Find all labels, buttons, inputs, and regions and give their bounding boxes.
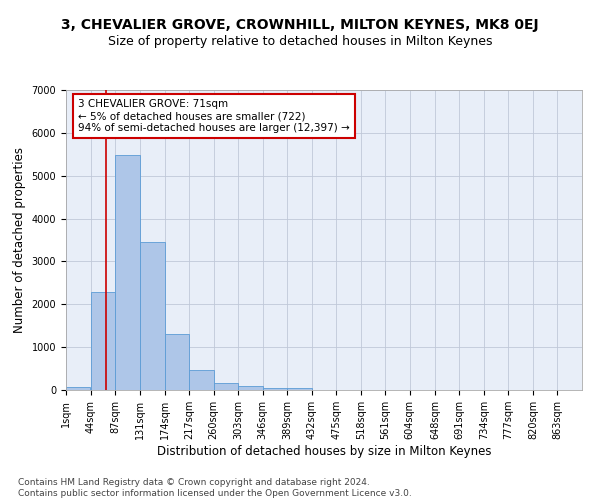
Bar xyxy=(189,370,214,390)
Bar xyxy=(165,334,189,390)
Bar xyxy=(140,242,164,390)
Bar xyxy=(66,387,91,390)
Text: Size of property relative to detached houses in Milton Keynes: Size of property relative to detached ho… xyxy=(108,35,492,48)
Bar xyxy=(214,384,238,390)
X-axis label: Distribution of detached houses by size in Milton Keynes: Distribution of detached houses by size … xyxy=(157,445,491,458)
Text: Contains HM Land Registry data © Crown copyright and database right 2024.
Contai: Contains HM Land Registry data © Crown c… xyxy=(18,478,412,498)
Bar xyxy=(263,388,287,390)
Bar xyxy=(287,388,311,390)
Text: 3 CHEVALIER GROVE: 71sqm
← 5% of detached houses are smaller (722)
94% of semi-d: 3 CHEVALIER GROVE: 71sqm ← 5% of detache… xyxy=(78,100,350,132)
Bar xyxy=(91,292,115,390)
Bar xyxy=(115,155,140,390)
Y-axis label: Number of detached properties: Number of detached properties xyxy=(13,147,26,333)
Bar xyxy=(238,386,263,390)
Text: 3, CHEVALIER GROVE, CROWNHILL, MILTON KEYNES, MK8 0EJ: 3, CHEVALIER GROVE, CROWNHILL, MILTON KE… xyxy=(61,18,539,32)
